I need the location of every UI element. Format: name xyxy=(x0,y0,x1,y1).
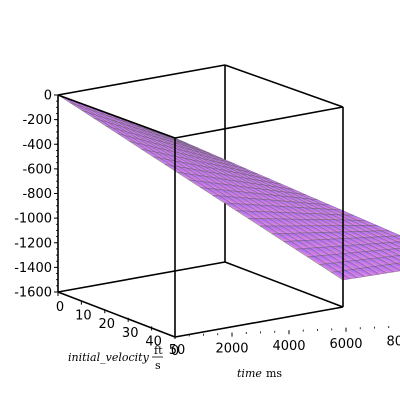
z-tick-label: -400 xyxy=(22,138,52,153)
box-edge xyxy=(57,291,176,338)
y-tick-label: 10 xyxy=(75,309,92,324)
y-axis: 0 10 20 30 40 50 xyxy=(56,292,185,358)
surface-cell xyxy=(384,255,400,264)
surface-cell xyxy=(391,255,400,261)
y-tick-label: 20 xyxy=(99,317,116,332)
x-tick-label: 2000 xyxy=(215,342,248,357)
z-tick-label: -200 xyxy=(22,113,52,128)
x-tick-label: 4000 xyxy=(272,339,305,354)
box-edge xyxy=(57,94,176,139)
box-front-edges xyxy=(57,94,344,338)
y-tick-label: 30 xyxy=(122,326,139,341)
z-tick-label: -1600 xyxy=(14,286,52,301)
z-tick-label: -800 xyxy=(22,187,52,202)
surface-fill xyxy=(57,94,400,281)
z-tick-label: -1200 xyxy=(14,236,52,251)
box-edge xyxy=(174,306,344,338)
surface-cell xyxy=(388,263,400,271)
surface-cell xyxy=(386,248,400,256)
surface-cell xyxy=(381,264,400,273)
y-tick-label: 0 xyxy=(56,300,64,315)
x-tick-label: 0 xyxy=(171,344,179,359)
surface-cell xyxy=(381,230,400,237)
surface-cell xyxy=(382,242,400,249)
y-axis-label: initial_velocity xyxy=(68,351,150,364)
x-axis-unit: ms xyxy=(266,367,282,380)
surface-cell xyxy=(396,262,400,266)
surface-cell xyxy=(389,241,400,248)
z-tick-label: -600 xyxy=(22,162,52,177)
surface xyxy=(57,94,400,281)
z-tick-label: -1000 xyxy=(14,212,52,227)
x-axis-label: time xyxy=(237,367,262,380)
y-tick-label: 40 xyxy=(145,334,162,349)
y-axis-unit-bottom: s xyxy=(155,359,161,372)
box-edge xyxy=(224,64,344,108)
z-tick-label: 0 xyxy=(44,89,52,104)
box-edge xyxy=(57,261,226,293)
y-axis-unit-top: ft xyxy=(154,344,163,357)
box-edge xyxy=(57,64,226,96)
y-tick-label: 50 xyxy=(169,343,186,358)
z-axis: 0 -200 -400 -600 -800 -1000 -1200 -1400 -1600 xyxy=(14,89,58,301)
box-edge xyxy=(174,106,344,139)
x-tick-label: 8000 xyxy=(386,334,400,349)
x-tick-label: 6000 xyxy=(329,337,362,352)
box-edge xyxy=(224,261,344,308)
z-tick-label: -1400 xyxy=(14,261,52,276)
surface-cell xyxy=(397,241,400,244)
x-axis: 0200040006000800010000 xyxy=(171,326,400,359)
surface-cell xyxy=(393,235,400,240)
